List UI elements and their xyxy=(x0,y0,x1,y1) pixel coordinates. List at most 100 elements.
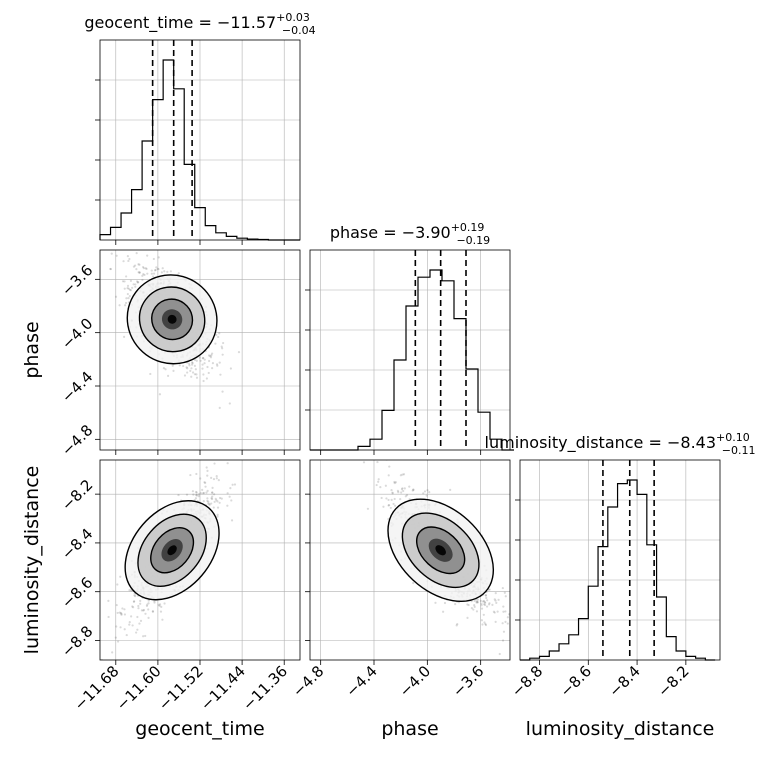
scatter-panel-geocent_time-phase: −4.8 −4.4 −4.0 −3.6 xyxy=(58,249,301,460)
sample-point xyxy=(483,621,486,624)
sample-point xyxy=(164,368,167,371)
sample-point xyxy=(134,285,137,288)
sample-point xyxy=(141,265,145,269)
sample-point xyxy=(190,361,194,364)
sample-point xyxy=(147,608,150,611)
sample-point xyxy=(197,495,200,498)
sample-point xyxy=(201,367,204,370)
sample-point xyxy=(139,602,142,605)
sample-point xyxy=(390,498,393,501)
phase-y-tick-label: −4.8 xyxy=(58,421,96,459)
sample-point xyxy=(218,332,221,335)
sample-point xyxy=(129,279,133,283)
sample-point xyxy=(202,373,205,376)
sample-point xyxy=(384,484,387,487)
geocent_time-x-tick-label: −11.60 xyxy=(113,662,165,714)
sample-point xyxy=(158,393,162,396)
sample-point xyxy=(128,621,131,624)
sample-point xyxy=(480,602,483,605)
sample-point xyxy=(366,507,370,510)
sample-point xyxy=(231,483,234,486)
sample-point xyxy=(132,606,135,609)
sample-point xyxy=(131,624,134,627)
sample-point xyxy=(479,599,482,603)
sample-point xyxy=(160,605,163,608)
luminosity_distance-title: luminosity_distance = −8.43+0.10 −0.11 xyxy=(485,431,756,457)
sample-point xyxy=(115,603,118,607)
sample-point xyxy=(210,352,214,355)
sample-point xyxy=(434,601,437,604)
sample-point xyxy=(210,354,213,357)
sample-point xyxy=(472,608,475,611)
sample-point xyxy=(388,465,391,468)
sample-point xyxy=(214,342,217,345)
sample-point xyxy=(217,479,220,482)
phase-y-tick-label: −3.6 xyxy=(58,261,96,299)
sample-point xyxy=(153,600,156,603)
sample-point xyxy=(466,603,469,606)
sample-point xyxy=(199,359,202,362)
sample-point xyxy=(482,613,485,616)
sample-point xyxy=(160,271,163,274)
sample-point xyxy=(198,356,201,359)
sample-point xyxy=(208,503,211,506)
sample-point xyxy=(209,356,213,359)
sample-point xyxy=(207,502,210,505)
sample-point xyxy=(456,623,459,626)
sample-point xyxy=(135,280,139,283)
sample-point xyxy=(122,335,126,338)
sample-point xyxy=(206,474,209,477)
sample-point xyxy=(513,625,515,627)
sample-point xyxy=(191,490,195,493)
sample-point xyxy=(114,295,118,298)
sample-point xyxy=(211,491,214,494)
sample-point xyxy=(136,281,139,284)
sample-point xyxy=(150,272,153,275)
sample-point xyxy=(169,270,172,273)
sample-point xyxy=(377,480,380,483)
sample-point xyxy=(393,504,397,507)
sample-point xyxy=(127,287,130,290)
sample-point xyxy=(394,481,397,484)
sample-point xyxy=(126,284,130,288)
sample-point xyxy=(139,599,142,602)
sample-point xyxy=(485,605,489,608)
sample-point xyxy=(151,609,154,613)
sample-point xyxy=(379,486,382,489)
sample-point xyxy=(488,588,491,591)
sample-point xyxy=(400,488,404,491)
sample-point xyxy=(212,477,216,481)
sample-point xyxy=(195,494,198,497)
sample-point xyxy=(206,489,209,493)
sample-point xyxy=(476,601,479,604)
luminosity_distance-histogram xyxy=(520,479,716,661)
sample-point xyxy=(118,304,121,307)
sample-point xyxy=(144,612,147,615)
sample-point xyxy=(494,620,497,623)
sample-point xyxy=(502,610,505,613)
sample-point xyxy=(397,491,400,494)
sample-point xyxy=(183,374,187,377)
sample-point xyxy=(123,287,126,290)
sample-point xyxy=(161,618,164,621)
sample-point xyxy=(124,304,127,307)
sample-point xyxy=(220,497,223,500)
sample-point xyxy=(107,615,110,619)
sample-point xyxy=(194,368,197,371)
sample-point xyxy=(216,515,219,518)
sample-point xyxy=(216,513,219,516)
sample-point xyxy=(216,506,220,509)
sample-point xyxy=(501,622,504,625)
sample-point xyxy=(137,607,140,610)
sample-point xyxy=(496,610,499,613)
sample-point xyxy=(189,473,192,477)
sample-point xyxy=(130,615,133,618)
sample-point xyxy=(493,598,496,601)
sample-point xyxy=(488,602,491,605)
sample-point xyxy=(133,600,136,603)
sample-point xyxy=(508,613,510,616)
sample-point xyxy=(152,272,156,275)
sample-point xyxy=(393,497,396,501)
sample-point xyxy=(213,493,216,496)
sample-point xyxy=(191,362,194,365)
